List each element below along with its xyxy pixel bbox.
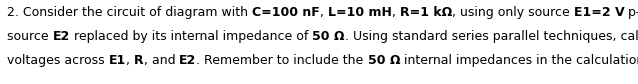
Text: E2: E2	[179, 54, 197, 67]
Text: L=10 mH: L=10 mH	[328, 6, 392, 19]
Text: E1: E1	[108, 54, 126, 67]
Text: . Remember to include the: . Remember to include the	[197, 54, 367, 67]
Text: R=1 kΩ: R=1 kΩ	[399, 6, 452, 19]
Text: 50 Ω: 50 Ω	[367, 54, 400, 67]
Text: voltages across: voltages across	[7, 54, 108, 67]
Text: internal impedances in the calculations.: internal impedances in the calculations.	[400, 54, 638, 67]
Text: ,: ,	[126, 54, 134, 67]
Text: . Using standard series parallel techniques, calculate the: . Using standard series parallel techniq…	[345, 30, 638, 43]
Text: replaced by its internal impedance of: replaced by its internal impedance of	[70, 30, 312, 43]
Text: E1=2 V: E1=2 V	[574, 6, 624, 19]
Text: 2. Consider the circuit of diagram with: 2. Consider the circuit of diagram with	[7, 6, 252, 19]
Text: , using only source: , using only source	[452, 6, 574, 19]
Text: ,: ,	[320, 6, 328, 19]
Text: p-pat: p-pat	[624, 6, 638, 19]
Text: source: source	[7, 30, 52, 43]
Text: R: R	[134, 54, 144, 67]
Text: ,: ,	[392, 6, 399, 19]
Text: 50 Ω: 50 Ω	[312, 30, 345, 43]
Text: E2: E2	[52, 30, 70, 43]
Text: , and: , and	[144, 54, 179, 67]
Text: C=100 nF: C=100 nF	[252, 6, 320, 19]
